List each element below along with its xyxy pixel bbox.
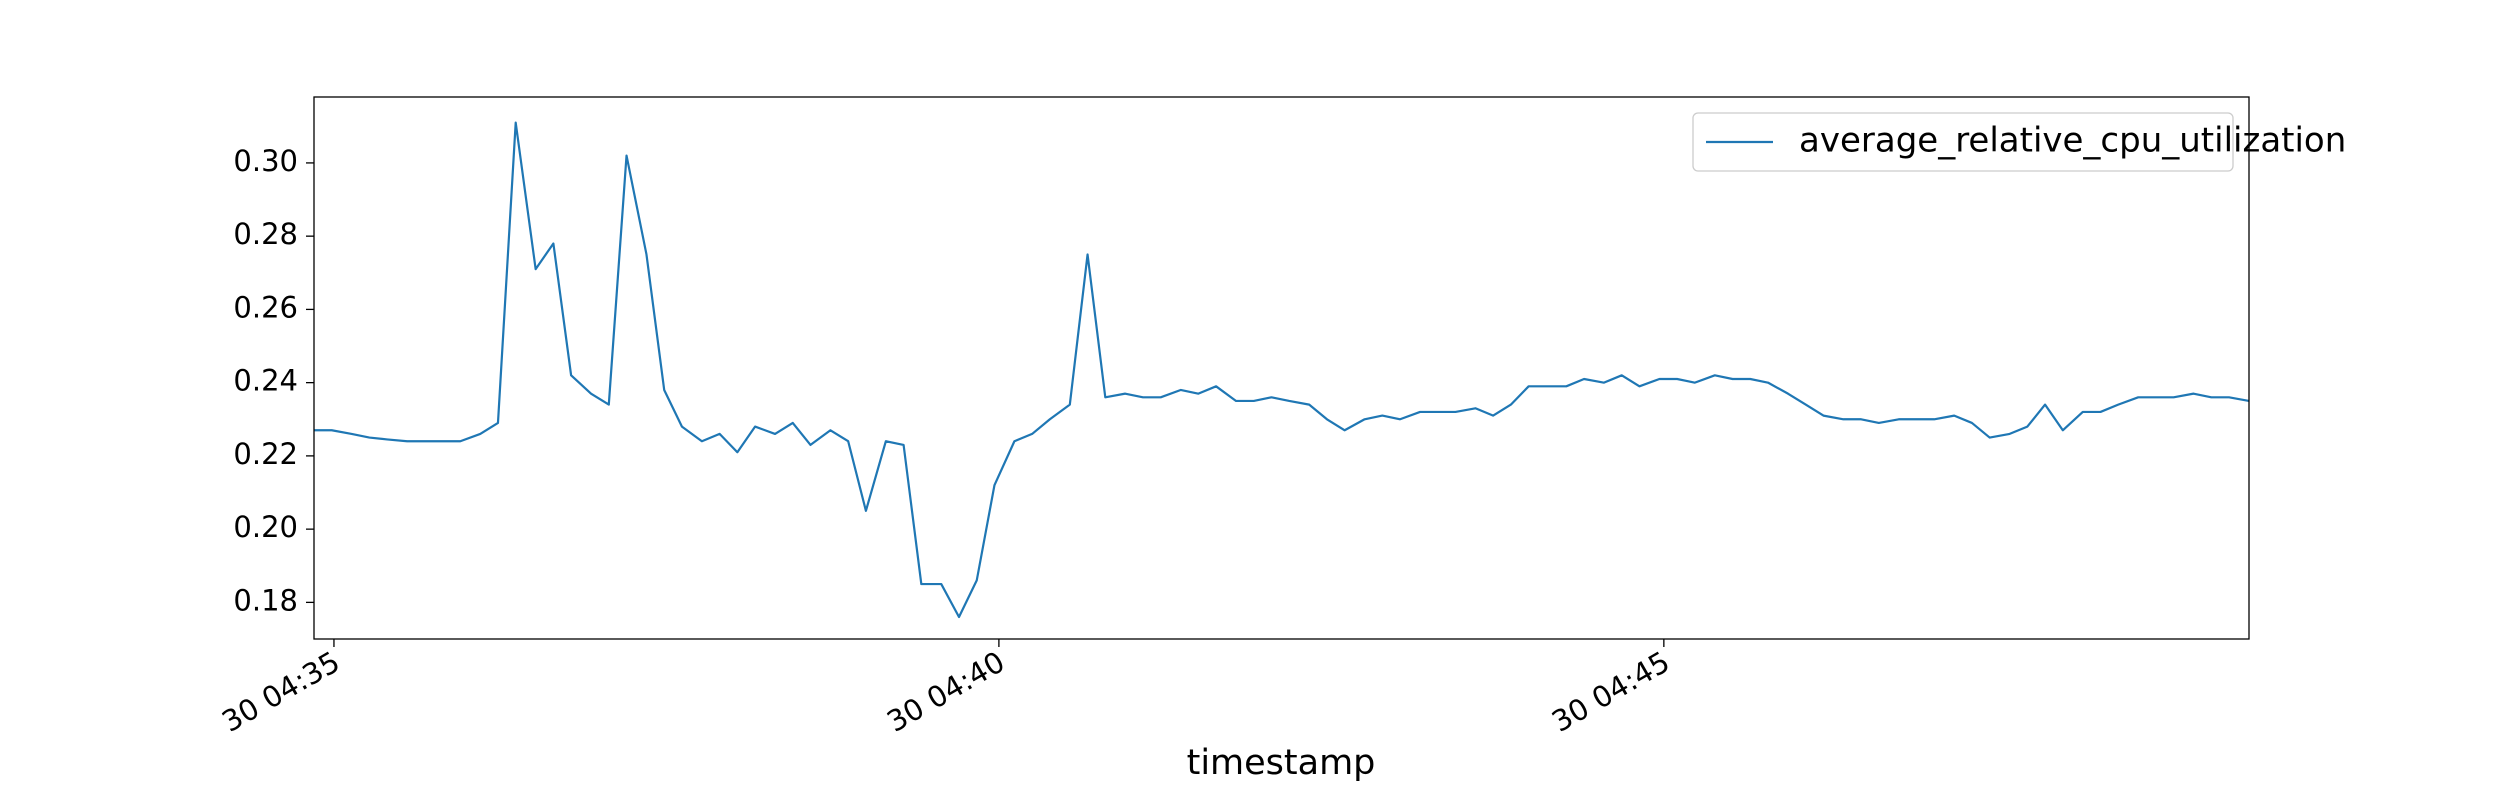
legend-box	[1692, 112, 2234, 172]
x-tick-label: 30 04:40	[881, 645, 1010, 739]
y-tick-label: 0.30	[233, 144, 298, 178]
data-line	[314, 121, 2250, 619]
legend-label: average_relative_cpu_utilization	[1799, 121, 2346, 161]
y-tick-label: 0.20	[233, 510, 298, 544]
y-tick-label: 0.18	[233, 583, 298, 617]
y-tick-label: 0.24	[233, 364, 298, 398]
plot-frame	[313, 96, 2250, 640]
x-tick-label: 30 04:45	[1546, 645, 1675, 739]
y-tick-label: 0.28	[233, 217, 298, 251]
y-tick-label: 0.22	[233, 437, 298, 471]
y-tick-label: 0.26	[233, 290, 298, 324]
x-axis-label: timestamp	[1187, 743, 1376, 783]
x-tick-label: 30 04:35	[216, 645, 345, 739]
